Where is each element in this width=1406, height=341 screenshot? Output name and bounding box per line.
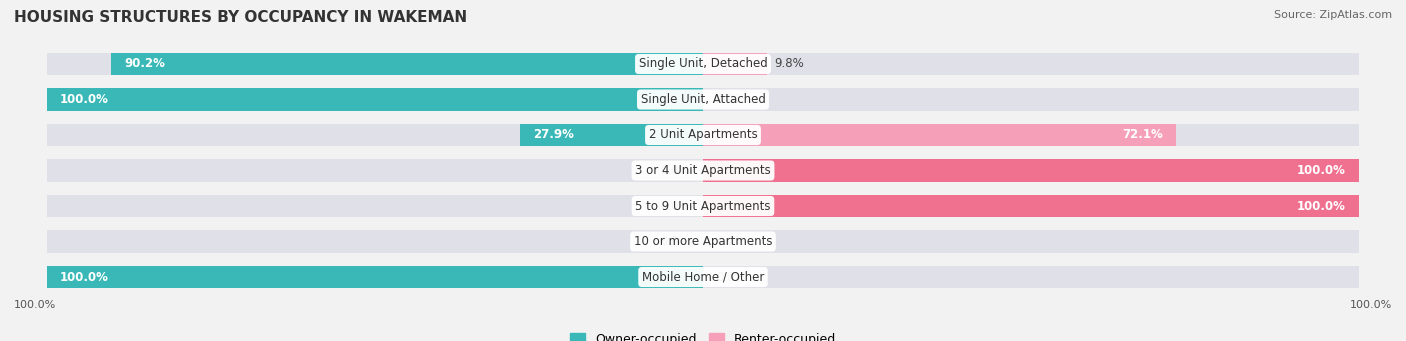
Bar bbox=[703, 195, 1360, 217]
Bar bbox=[703, 231, 1360, 252]
Bar bbox=[46, 195, 703, 217]
Text: 3 or 4 Unit Apartments: 3 or 4 Unit Apartments bbox=[636, 164, 770, 177]
Bar bbox=[46, 124, 703, 146]
Text: HOUSING STRUCTURES BY OCCUPANCY IN WAKEMAN: HOUSING STRUCTURES BY OCCUPANCY IN WAKEM… bbox=[14, 10, 467, 25]
Bar bbox=[703, 53, 1360, 75]
Bar bbox=[46, 231, 703, 252]
Bar bbox=[111, 53, 703, 75]
Text: Mobile Home / Other: Mobile Home / Other bbox=[641, 270, 765, 283]
Text: 90.2%: 90.2% bbox=[124, 58, 165, 71]
Text: 100.0%: 100.0% bbox=[60, 270, 108, 283]
Text: 100.0%: 100.0% bbox=[1350, 300, 1392, 310]
Bar bbox=[703, 89, 1360, 110]
Bar bbox=[46, 266, 703, 288]
Text: 5 to 9 Unit Apartments: 5 to 9 Unit Apartments bbox=[636, 199, 770, 212]
Text: Single Unit, Detached: Single Unit, Detached bbox=[638, 58, 768, 71]
Text: 100.0%: 100.0% bbox=[1298, 164, 1346, 177]
Text: 0.0%: 0.0% bbox=[661, 164, 690, 177]
Bar bbox=[46, 266, 703, 288]
Bar bbox=[703, 266, 1360, 288]
Text: 0.0%: 0.0% bbox=[716, 93, 745, 106]
Bar bbox=[46, 89, 703, 110]
Bar bbox=[703, 53, 768, 75]
Text: 9.8%: 9.8% bbox=[773, 58, 804, 71]
Text: 100.0%: 100.0% bbox=[14, 300, 56, 310]
Text: 27.9%: 27.9% bbox=[533, 129, 574, 142]
Text: 0.0%: 0.0% bbox=[661, 199, 690, 212]
Text: Source: ZipAtlas.com: Source: ZipAtlas.com bbox=[1274, 10, 1392, 20]
Text: 0.0%: 0.0% bbox=[661, 235, 690, 248]
Bar bbox=[703, 124, 1175, 146]
Text: 0.0%: 0.0% bbox=[716, 270, 745, 283]
Legend: Owner-occupied, Renter-occupied: Owner-occupied, Renter-occupied bbox=[565, 328, 841, 341]
Text: Single Unit, Attached: Single Unit, Attached bbox=[641, 93, 765, 106]
Text: 2 Unit Apartments: 2 Unit Apartments bbox=[648, 129, 758, 142]
Bar bbox=[520, 124, 703, 146]
Text: 72.1%: 72.1% bbox=[1122, 129, 1163, 142]
Text: 0.0%: 0.0% bbox=[716, 235, 745, 248]
Bar bbox=[46, 160, 703, 181]
Text: 10 or more Apartments: 10 or more Apartments bbox=[634, 235, 772, 248]
Text: 100.0%: 100.0% bbox=[1298, 199, 1346, 212]
Bar bbox=[703, 124, 1360, 146]
Bar bbox=[46, 89, 703, 110]
Bar bbox=[703, 160, 1360, 181]
Text: 100.0%: 100.0% bbox=[60, 93, 108, 106]
Bar bbox=[46, 53, 703, 75]
Bar bbox=[703, 160, 1360, 181]
Bar bbox=[703, 195, 1360, 217]
